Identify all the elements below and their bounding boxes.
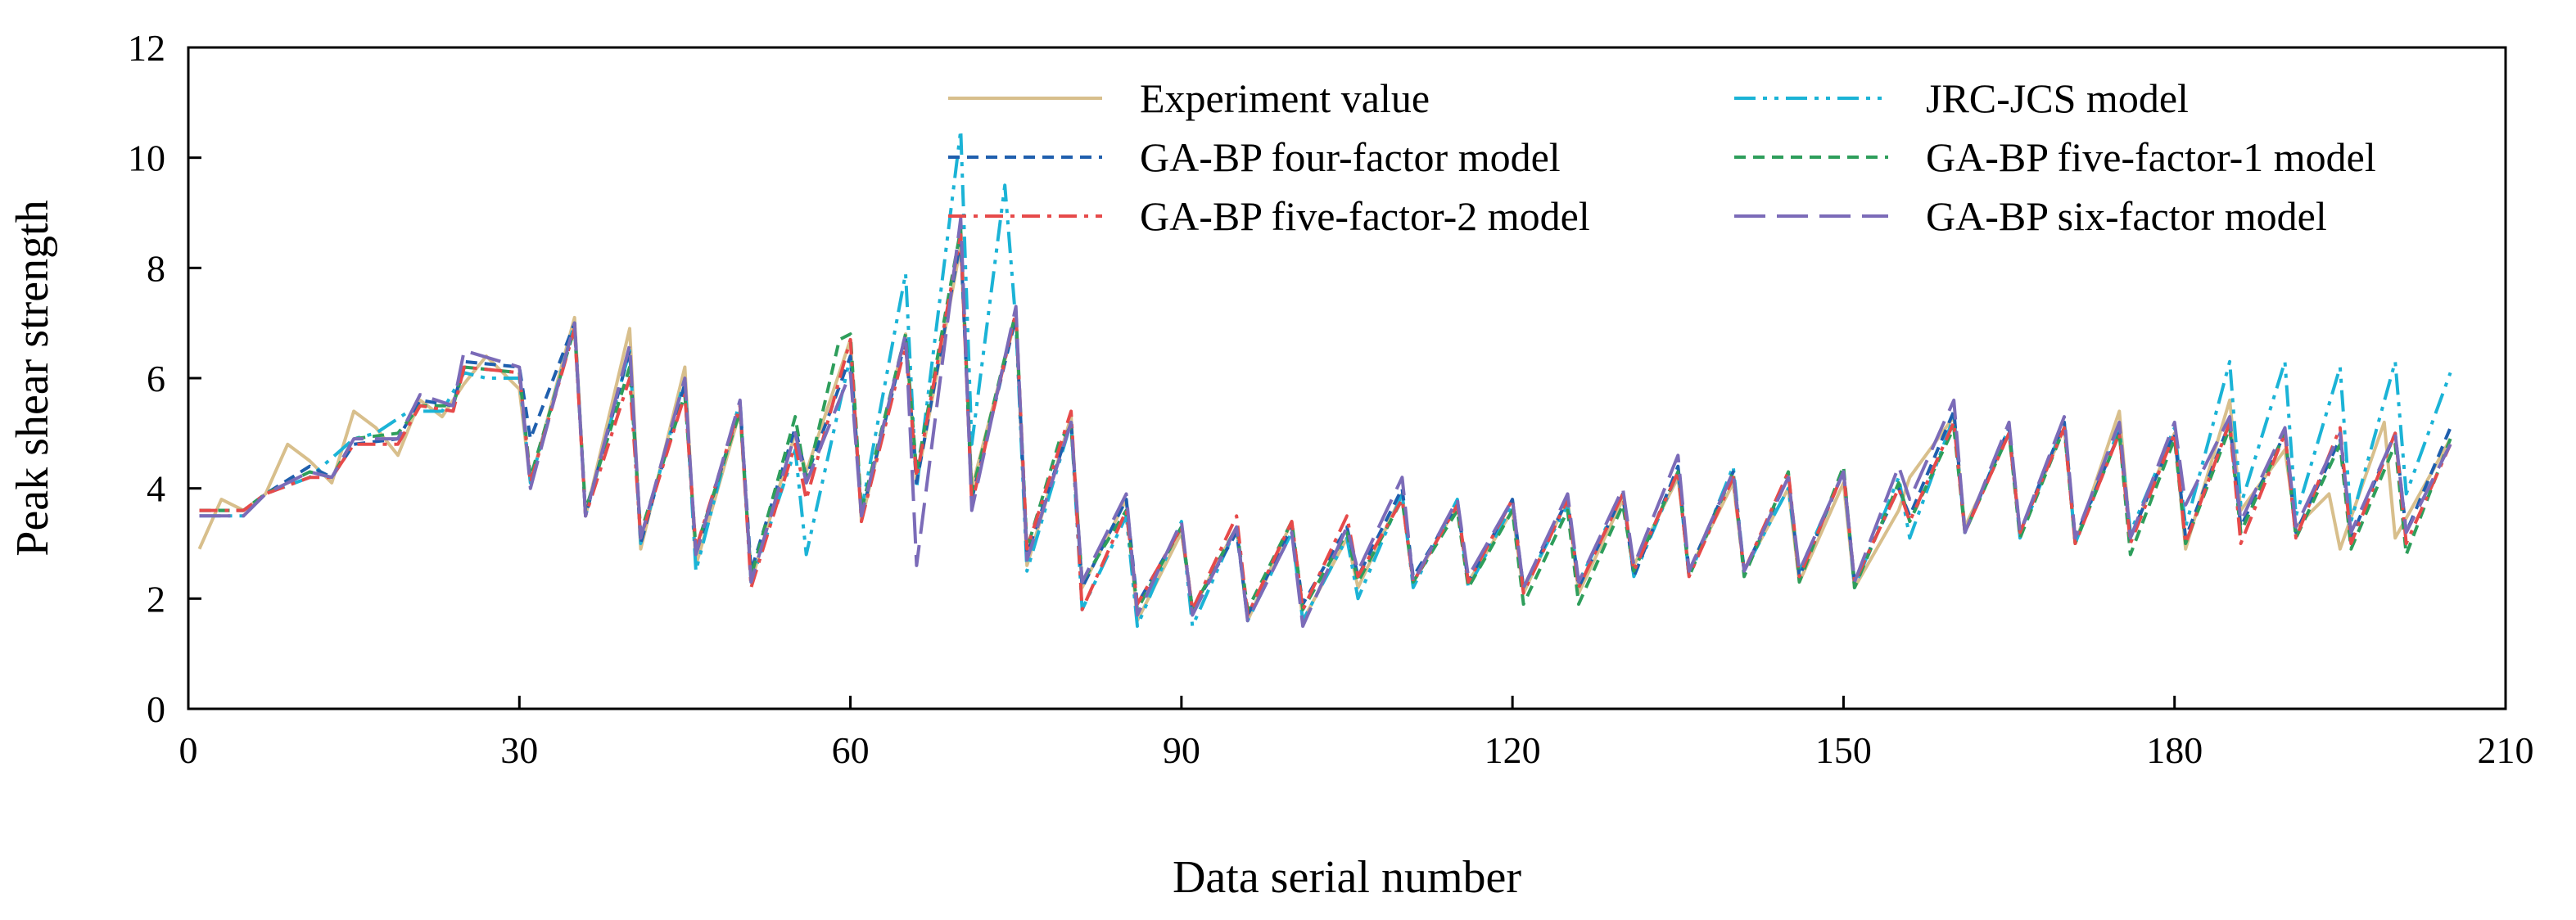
legend: Experiment value JRC-JCS model GA-BP four-… [948, 75, 2376, 239]
y-tick-label-0: 0 [147, 688, 165, 730]
x-axis-title: Data serial number [1173, 852, 1521, 903]
y-tick-label-1: 2 [147, 578, 165, 620]
x-tick-label-0: 0 [179, 729, 198, 771]
series-line-4 [199, 232, 2452, 617]
x-tick-label-4: 120 [1485, 729, 1541, 771]
x-tick-label-2: 60 [832, 729, 870, 771]
x-tick-label-3: 90 [1163, 729, 1200, 771]
legend-label-5: GA-BP six-factor model [1926, 193, 2327, 239]
legend-label-3: GA-BP five-factor-1 model [1926, 134, 2376, 180]
x-tick-label-6: 180 [2146, 729, 2203, 771]
legend-label-1: JRC-JCS model [1926, 75, 2189, 121]
y-tick-label-4: 8 [147, 247, 165, 289]
y-tick-label-3: 6 [147, 358, 165, 399]
plot-lines [197, 129, 2452, 628]
y-tick-label-6: 12 [128, 27, 165, 69]
tick-labels: 0 30 60 90 120 150 180 210 0 2 4 6 8 10 12 [128, 27, 2534, 771]
legend-label-2: GA-BP four-factor model [1140, 134, 1561, 180]
series-line-5 [199, 216, 2452, 628]
y-tick-label-2: 4 [147, 468, 165, 510]
y-axis-title: Peak shear strength [7, 200, 58, 556]
legend-label-4: GA-BP five-factor-2 model [1140, 193, 1590, 239]
x-tick-label-1: 30 [500, 729, 538, 771]
legend-label-0: Experiment value [1140, 75, 1430, 121]
axis-ticks [187, 46, 2507, 710]
x-tick-label-5: 150 [1815, 729, 1872, 771]
y-tick-label-5: 10 [128, 138, 165, 179]
x-tick-label-7: 210 [2478, 729, 2534, 771]
